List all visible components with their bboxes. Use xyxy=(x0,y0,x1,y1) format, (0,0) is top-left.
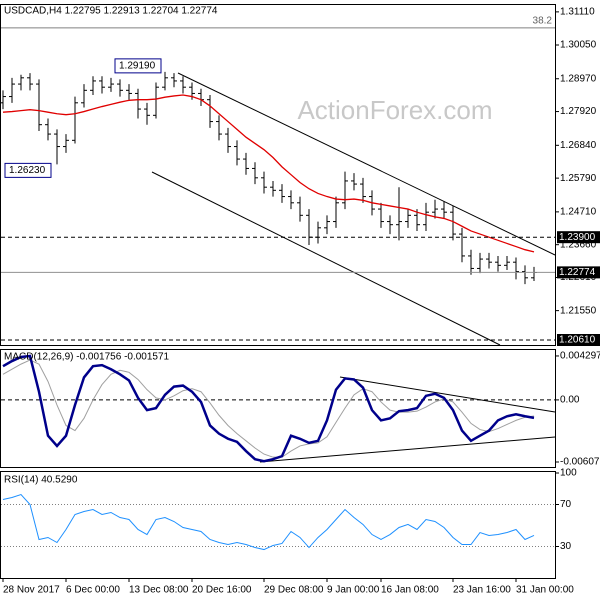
y-tick-label: 70 xyxy=(560,499,572,510)
level-label: 1.20610 xyxy=(559,335,596,346)
level-label: 1.23900 xyxy=(559,232,596,243)
x-tick-label: 20 Dec 16:00 xyxy=(192,585,252,596)
chart-title: USDCAD,H4 1.22795 1.22913 1.22704 1.2277… xyxy=(4,6,218,17)
y-tick-label: 1.21550 xyxy=(560,305,597,316)
rsi-title: RSI(14) 40.5290 xyxy=(4,475,78,486)
x-tick-label: 9 Jan 00:00 xyxy=(327,585,380,596)
annotation-box xyxy=(4,162,52,178)
y-tick-label: 1.30050 xyxy=(560,40,597,51)
macd-line xyxy=(2,354,535,463)
x-tick-label: 29 Dec 08:00 xyxy=(264,585,324,596)
fib-label: 38.2 xyxy=(533,15,553,26)
y-tick-label: 0.004297 xyxy=(560,351,600,362)
channel-upper xyxy=(177,72,556,256)
macd-triangle-upper xyxy=(339,376,556,413)
x-tick-label: 23 Jan 16:00 xyxy=(453,585,511,596)
channel-lower xyxy=(151,171,501,346)
y-tick-label: 30 xyxy=(560,541,572,552)
level-label-box xyxy=(557,334,600,346)
level-label: 1.22774 xyxy=(559,267,596,278)
y-tick-label: 1.27920 xyxy=(560,106,597,117)
y-tick-label: 0.00 xyxy=(560,395,580,406)
y-tick-label: 1.31110 xyxy=(560,7,595,18)
x-tick-label: 16 Jan 08:00 xyxy=(381,585,439,596)
y-tick-label: 1.25790 xyxy=(560,173,597,184)
rsi-line xyxy=(2,493,535,551)
x-tick-label: 28 Nov 2017 xyxy=(3,585,60,596)
moving-average xyxy=(2,94,535,253)
rsi-panel xyxy=(0,471,556,579)
level-label-box xyxy=(557,266,600,279)
annotation-box xyxy=(114,58,162,74)
macd-panel xyxy=(0,349,556,468)
x-tick-label: 31 Jan 00:00 xyxy=(516,585,574,596)
level-label-box xyxy=(557,231,600,244)
x-tick-label: 6 Dec 00:00 xyxy=(66,585,120,596)
annotation-label: 1.26230 xyxy=(9,165,46,176)
y-tick-label: 1.23660 xyxy=(560,239,597,250)
macd-triangle-lower xyxy=(259,436,556,463)
annotation-label: 1.29190 xyxy=(119,61,156,72)
macd-title: MACD(12,26,9) -0.001756 -0.001571 xyxy=(4,352,170,363)
y-tick-label: 100 xyxy=(560,468,577,479)
y-tick-label: 1.26840 xyxy=(560,140,597,151)
watermark: ActionForex.com xyxy=(297,95,492,125)
y-tick-label: 1.28970 xyxy=(560,73,597,84)
x-tick-label: 13 Dec 08:00 xyxy=(129,585,189,596)
price-panel xyxy=(0,4,556,346)
plot-layer xyxy=(0,27,555,551)
y-tick-label: 1.24710 xyxy=(560,207,597,218)
